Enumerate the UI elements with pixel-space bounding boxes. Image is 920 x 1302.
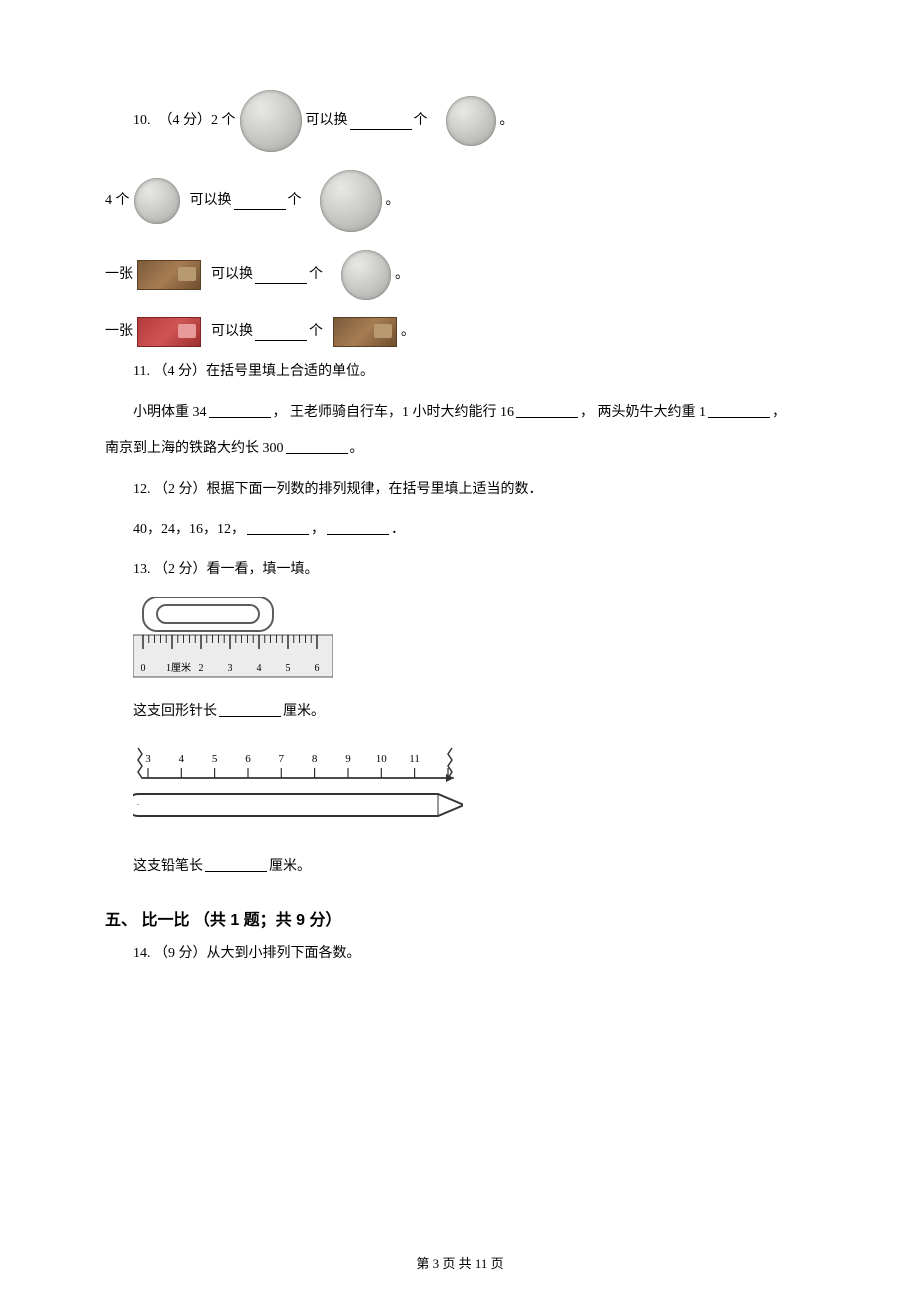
q10-line1: 10. （4 分） 2 个 可以换 个 。 bbox=[133, 90, 815, 152]
q10-l2-a: 4 个 bbox=[105, 183, 130, 219]
blank-fill[interactable] bbox=[205, 855, 267, 872]
page: 10. （4 分） 2 个 可以换 个 。 4 个 可以换 个 。 一张 可以换… bbox=[0, 0, 920, 1302]
q10-l4-a: 一张 bbox=[105, 314, 133, 350]
period: 。 bbox=[500, 103, 514, 139]
q10-l1-a: 2 个 bbox=[211, 103, 236, 139]
q13-cap2: 这支铅笔长 厘米。 bbox=[105, 849, 815, 885]
q11-f: 。 bbox=[350, 441, 364, 456]
svg-text:1厘米: 1厘米 bbox=[166, 661, 191, 674]
blank-fill[interactable] bbox=[255, 324, 307, 341]
q11-d: ， bbox=[772, 405, 786, 420]
q13-label: 13. （2 分）看一看，填一填。 bbox=[105, 552, 815, 588]
coin-icon bbox=[341, 250, 391, 300]
q10-l1-b: 可以换 bbox=[306, 103, 348, 139]
q10-l3-b: 可以换 bbox=[211, 257, 253, 293]
banknote-brown-icon bbox=[137, 260, 201, 290]
q10-l3-a: 一张 bbox=[105, 257, 133, 293]
q10-line2: 4 个 可以换 个 。 bbox=[105, 170, 815, 232]
q13-cap1: 这支回形针长 厘米。 bbox=[105, 694, 815, 730]
blank-fill[interactable] bbox=[327, 518, 389, 535]
svg-text:6: 6 bbox=[245, 753, 251, 765]
svg-text:4: 4 bbox=[257, 663, 262, 674]
svg-text:5: 5 bbox=[286, 663, 291, 674]
coin-icon bbox=[240, 90, 302, 152]
svg-text:3: 3 bbox=[145, 753, 151, 765]
blank-fill[interactable] bbox=[708, 401, 770, 418]
q13-c1b: 厘米。 bbox=[283, 704, 325, 719]
q12-label: 12. （2 分）根据下面一列数的排列规律，在括号里填上适当的数． bbox=[105, 472, 815, 508]
blank-fill[interactable] bbox=[209, 401, 271, 418]
svg-text:2: 2 bbox=[199, 663, 204, 674]
page-footer: 第 3 页 共 11 页 bbox=[0, 1253, 920, 1272]
q14-label: 14. （9 分）从大到小排列下面各数。 bbox=[105, 936, 815, 972]
q13-c1a: 这支回形针长 bbox=[133, 704, 217, 719]
q10-l3-c: 个 bbox=[309, 257, 323, 293]
q13-c2b: 厘米。 bbox=[269, 859, 311, 874]
blank-fill[interactable] bbox=[234, 193, 286, 210]
svg-text:11: 11 bbox=[409, 753, 420, 765]
q11-body2: 南京到上海的铁路大约长 300 。 bbox=[105, 431, 815, 467]
q10-l2-b: 可以换 bbox=[190, 183, 232, 219]
period: 。 bbox=[386, 183, 400, 219]
svg-text:0: 0 bbox=[141, 663, 146, 674]
blank-fill[interactable] bbox=[286, 437, 348, 454]
period: 。 bbox=[395, 257, 409, 293]
svg-text:4: 4 bbox=[179, 753, 185, 765]
q12-a: 40，24，16，12， bbox=[133, 522, 245, 537]
blank-fill[interactable] bbox=[255, 267, 307, 284]
q10-number: 10. bbox=[133, 103, 151, 139]
q11-c: ， 两头奶牛大约重 1 bbox=[580, 405, 706, 420]
q10-line4: 一张 可以换 个 。 bbox=[105, 314, 815, 350]
coin-icon bbox=[134, 178, 180, 224]
q12-b: ， bbox=[311, 522, 325, 537]
svg-text:3: 3 bbox=[228, 663, 233, 674]
ruler2-svg: 3 4 5 6 7 8 9 10 11 bbox=[133, 738, 463, 838]
q11-label: 11. （4 分）在括号里填上合适的单位。 bbox=[105, 354, 815, 390]
svg-text:5: 5 bbox=[212, 753, 218, 765]
q12-c: ． bbox=[391, 522, 405, 537]
q11-e: 南京到上海的铁路大约长 300 bbox=[105, 441, 284, 456]
blank-fill[interactable] bbox=[350, 113, 412, 130]
ruler1-svg: 0 1厘米 2 3 4 5 6 bbox=[133, 597, 333, 683]
ruler1-figure: 0 1厘米 2 3 4 5 6 bbox=[133, 597, 815, 688]
q11-b: ， 王老师骑自行车，1 小时大约能行 16 bbox=[273, 405, 515, 420]
blank-fill[interactable] bbox=[516, 401, 578, 418]
blank-fill[interactable] bbox=[247, 518, 309, 535]
q13-c2a: 这支铅笔长 bbox=[133, 859, 203, 874]
banknote-brown-icon bbox=[333, 317, 397, 347]
q10-l2-c: 个 bbox=[288, 183, 302, 219]
q12-seq: 40，24，16，12， ， ． bbox=[105, 512, 815, 548]
period: 。 bbox=[401, 314, 415, 350]
blank-fill[interactable] bbox=[219, 700, 281, 717]
svg-text:9: 9 bbox=[345, 753, 351, 765]
q10-points: （4 分） bbox=[159, 103, 212, 139]
q10-l1-c: 个 bbox=[414, 103, 428, 139]
q10-l4-b: 可以换 bbox=[211, 314, 253, 350]
ruler2-figure: 3 4 5 6 7 8 9 10 11 bbox=[133, 738, 815, 843]
q10-l4-c: 个 bbox=[309, 314, 323, 350]
svg-text:10: 10 bbox=[376, 753, 388, 765]
svg-text:6: 6 bbox=[315, 663, 320, 674]
q11-a: 小明体重 34 bbox=[133, 405, 207, 420]
svg-text:8: 8 bbox=[312, 753, 318, 765]
coin-icon bbox=[320, 170, 382, 232]
svg-text:7: 7 bbox=[279, 753, 285, 765]
banknote-red-icon bbox=[137, 317, 201, 347]
q11-body1: 小明体重 34 ， 王老师骑自行车，1 小时大约能行 16 ， 两头奶牛大约重 1 ， bbox=[105, 395, 815, 431]
section5-title: 五、 比一比 （共 1 题；共 9 分） bbox=[105, 906, 815, 930]
q10-line3: 一张 可以换 个 。 bbox=[105, 250, 815, 300]
coin-icon bbox=[446, 96, 496, 146]
